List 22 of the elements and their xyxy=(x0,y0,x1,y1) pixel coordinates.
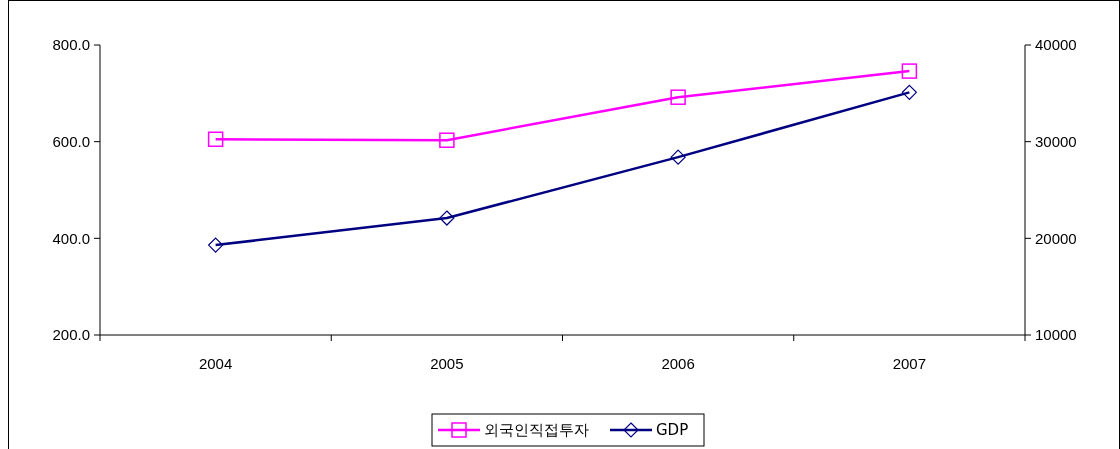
x-tick-label: 2006 xyxy=(661,355,695,372)
legend-label: GDP xyxy=(656,421,689,440)
legend-label: 외국인직접투자 xyxy=(484,421,589,440)
y-tick-label: 600.0 xyxy=(52,132,90,150)
y2-tick-label: 40000 xyxy=(1035,36,1077,54)
point xyxy=(670,149,686,165)
y2-tick-label: 10000 xyxy=(1035,326,1077,344)
x-tick-label: 2004 xyxy=(198,355,233,372)
y-tick-label: 800.0 xyxy=(52,36,90,54)
x-tick-label: 2005 xyxy=(430,355,464,372)
point xyxy=(439,132,455,148)
point xyxy=(439,210,455,226)
point xyxy=(208,237,224,253)
y2-tick-label: 30000 xyxy=(1035,132,1077,150)
point xyxy=(901,84,917,100)
y2-tick-label: 20000 xyxy=(1035,229,1077,247)
x-tick-label: 2007 xyxy=(892,355,927,372)
y-tick-label: 200.0 xyxy=(52,326,90,344)
point xyxy=(207,131,224,147)
point xyxy=(670,89,686,105)
point xyxy=(901,63,918,79)
y-tick-label: 400.0 xyxy=(52,229,90,247)
